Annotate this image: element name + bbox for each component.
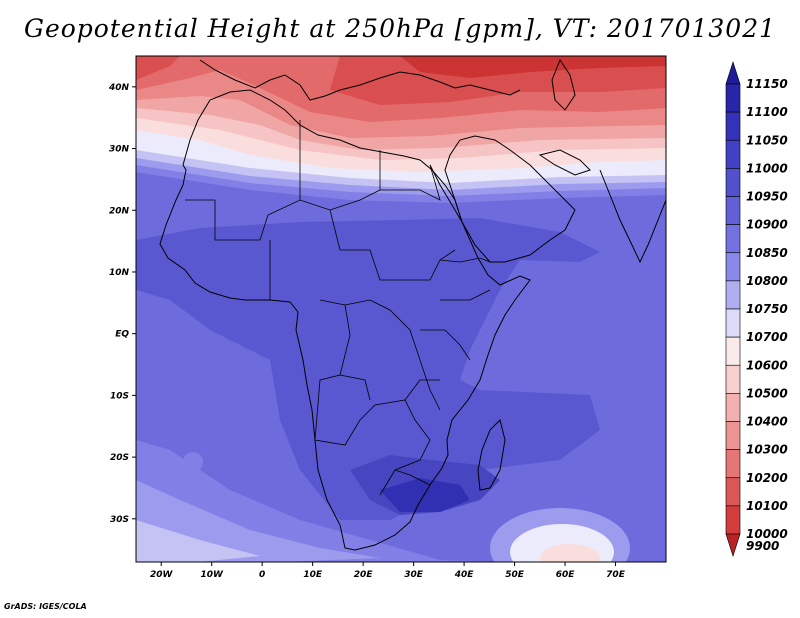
band-11050-core xyxy=(380,478,470,512)
colorbar-level-label: 10600 xyxy=(746,358,788,372)
coastline-africa xyxy=(159,89,531,551)
colorbar-level-label: 11100 xyxy=(746,105,788,119)
colorbar-level-label: 10400 xyxy=(746,415,788,429)
colorbar-level-label: 10800 xyxy=(746,274,788,288)
coastline-arabia xyxy=(444,135,576,263)
border-central xyxy=(314,299,441,496)
colorbar-swatch xyxy=(725,393,741,422)
lat-tick-label: EQ xyxy=(115,330,129,340)
lon-tick-label: 60E xyxy=(556,570,576,580)
map-title: Geopotential Height at 250hPa [gpm], VT:… xyxy=(23,14,777,43)
field-patch-west xyxy=(183,452,203,472)
lat-tick-label: 30N xyxy=(109,145,130,155)
colorbar-swatch xyxy=(725,308,741,338)
band-10850-south xyxy=(136,440,666,562)
colorbar-swatch xyxy=(725,364,741,394)
lat-tick-label: 10N xyxy=(109,268,130,278)
colorbar-swatch xyxy=(725,111,741,141)
band-10000-west xyxy=(136,56,168,72)
coastlines xyxy=(159,58,666,551)
southern-cell-inner xyxy=(540,544,600,562)
lon-tick-label: 0 xyxy=(259,570,265,580)
colorbar-level-label: 10750 xyxy=(746,302,788,316)
colorbar-level-label: 10850 xyxy=(746,246,788,260)
coastline-india xyxy=(599,169,666,264)
border-sahara xyxy=(185,120,456,300)
colorbar-level-label: 10300 xyxy=(746,443,788,457)
colorbar: 11150 11100 11050 11000 10950 10900 10850 10800… xyxy=(725,61,788,557)
country-borders xyxy=(185,120,491,496)
colorbar-swatch xyxy=(725,196,741,225)
colorbar-level-label: 10500 xyxy=(746,386,788,400)
border-east xyxy=(420,257,491,361)
colorbar-swatch xyxy=(725,83,741,113)
colorbar-swatch xyxy=(725,505,741,535)
colorbar-swatch xyxy=(725,280,741,310)
colorbar-swatch xyxy=(725,139,741,169)
colorbar-swatch xyxy=(725,533,741,557)
colorbar-swatch xyxy=(725,421,741,450)
colorbar-level-label: 10700 xyxy=(746,330,788,344)
colorbar-level-label: 10000 xyxy=(746,527,788,541)
coastline-madagascar xyxy=(477,419,506,491)
lat-tick-label: 20S xyxy=(110,453,129,463)
lon-tick-label: 10E xyxy=(303,570,323,580)
lon-tick-label: 20E xyxy=(354,570,374,580)
colorbar-swatch xyxy=(725,61,741,85)
lon-tick-label: 30E xyxy=(404,570,424,580)
lon-tick-label: 20W xyxy=(150,570,174,580)
lon-tick-label: 50E xyxy=(505,570,525,580)
lat-tick-label: 20N xyxy=(109,206,130,216)
colorbar-level-label: 11050 xyxy=(746,133,788,147)
band-10750-south xyxy=(136,520,260,562)
coastline-persian-gulf xyxy=(538,149,591,176)
height-field xyxy=(136,56,666,562)
coastline-red-sea xyxy=(429,164,463,223)
lat-tick-label: 10S xyxy=(110,391,129,401)
colorbar-level-label: 10100 xyxy=(746,499,788,513)
colorbar-level-label: 11150 xyxy=(746,77,788,91)
colorbar-swatch xyxy=(725,336,741,366)
colorbar-level-label: 10950 xyxy=(746,190,788,204)
lon-axis: 20W 10W 0 10E 20E 30E 40E 50E 60E 70E xyxy=(150,562,626,580)
colorbar-swatch xyxy=(725,168,741,197)
colorbar-level-label: 10200 xyxy=(746,471,788,485)
colorbar-swatch xyxy=(725,477,741,507)
plot-frame xyxy=(135,55,667,563)
lat-axis: 40N 30N 20N 10N EQ 10S 20S 30S xyxy=(108,83,136,525)
lon-tick-label: 40E xyxy=(454,570,475,580)
lat-tick-label: 30S xyxy=(110,515,129,525)
colorbar-swatch xyxy=(725,449,741,479)
colorbar-level-label: 9900 xyxy=(746,539,779,553)
grads-credit: GrADS: IGES/COLA xyxy=(4,602,87,611)
lon-tick-label: 70E xyxy=(606,570,626,580)
coastline-europe xyxy=(199,59,521,101)
colorbar-swatch xyxy=(725,224,741,254)
colorbar-level-label: 10900 xyxy=(746,218,788,232)
colorbar-level-label: 11000 xyxy=(746,161,788,175)
lon-tick-label: 10W xyxy=(200,570,224,580)
colorbar-swatch xyxy=(725,252,741,282)
coastline-caspian xyxy=(551,58,576,111)
lat-tick-label: 40N xyxy=(108,83,130,93)
band-10000-north xyxy=(400,56,666,78)
